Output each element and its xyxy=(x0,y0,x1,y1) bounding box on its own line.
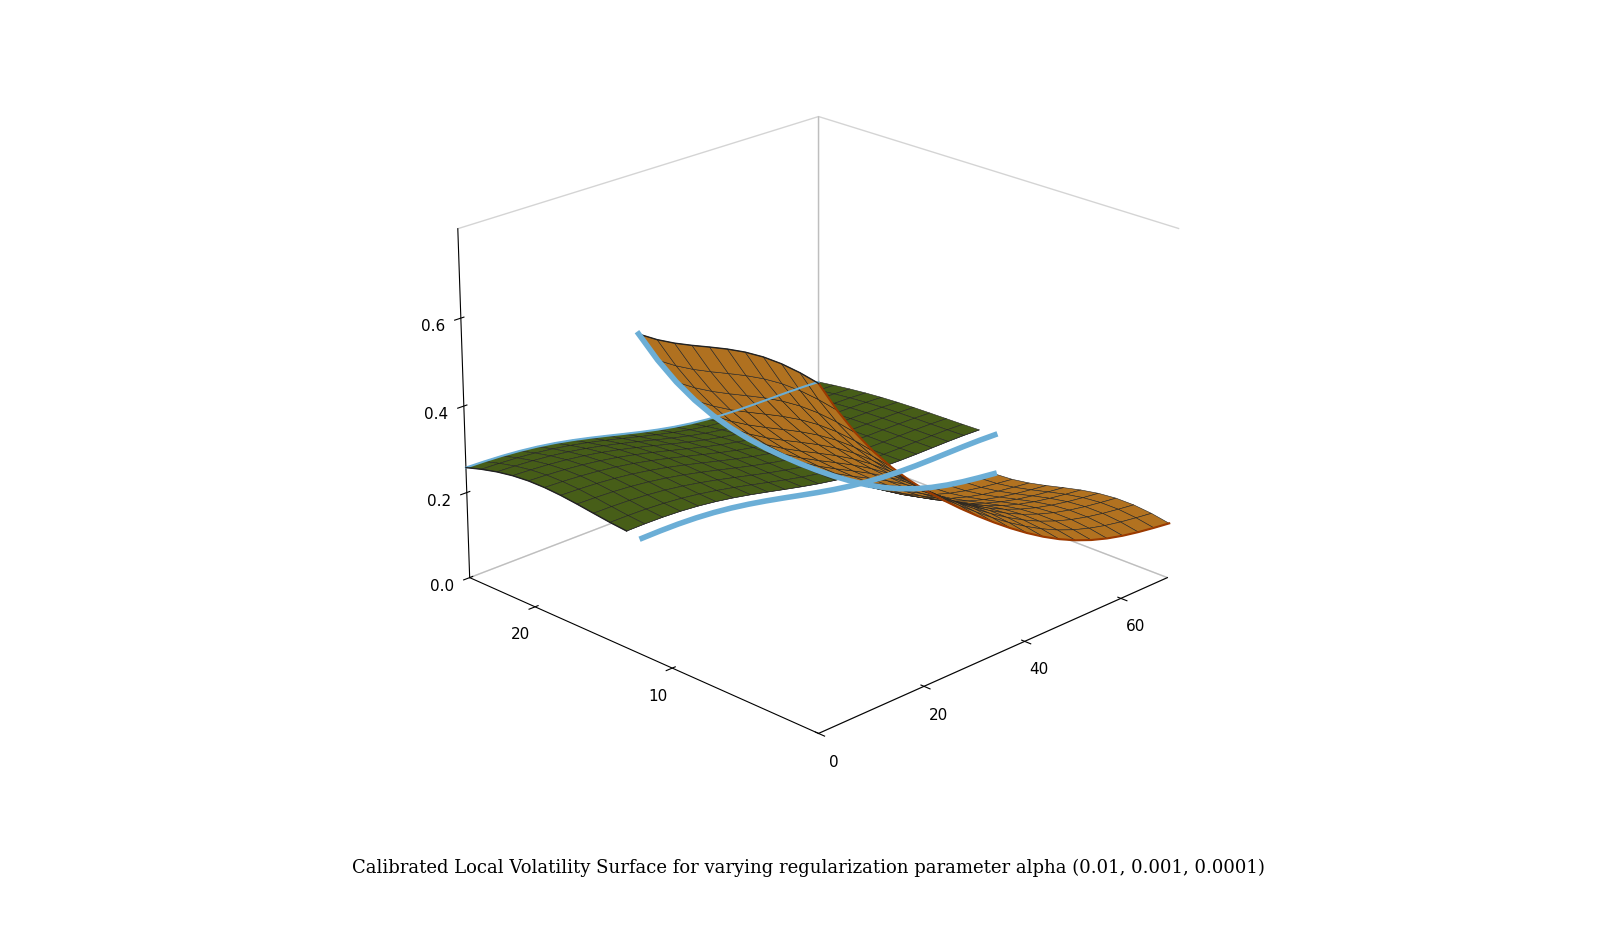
Text: Calibrated Local Volatility Surface for varying regularization parameter alpha (: Calibrated Local Volatility Surface for … xyxy=(352,857,1264,876)
